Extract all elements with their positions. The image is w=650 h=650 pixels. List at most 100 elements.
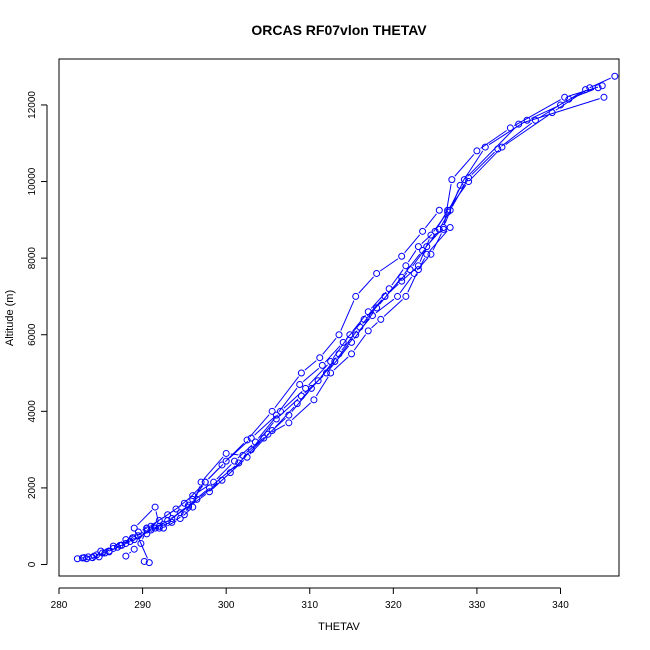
y-axis: 0 2000 4000 6000 8000 10000 12000	[27, 91, 48, 567]
data-point	[444, 206, 452, 214]
x-tick-label: 290	[134, 600, 151, 611]
data-point	[168, 518, 176, 526]
series-line-segment	[420, 258, 426, 266]
series-line-segment	[137, 509, 153, 526]
series-line-segment	[117, 541, 123, 545]
series-line-segment	[391, 269, 404, 286]
data-point	[147, 522, 155, 530]
data-point	[155, 522, 163, 530]
series-line-segment	[404, 268, 416, 279]
data-point	[419, 246, 427, 254]
data-point	[506, 124, 514, 132]
data-point	[586, 84, 594, 92]
data-point	[180, 511, 188, 519]
data-point	[368, 312, 376, 320]
data-point	[180, 499, 188, 507]
series-line-segment	[283, 391, 303, 409]
series-line-segment	[522, 98, 600, 124]
data-point	[498, 143, 506, 151]
series-line-segment	[129, 533, 135, 538]
series-line-segment	[175, 507, 186, 517]
data-point	[414, 262, 422, 270]
data-point	[314, 377, 322, 385]
series-line-segment	[322, 337, 337, 355]
series-line-segment	[121, 542, 127, 546]
data-point	[316, 354, 324, 362]
data-point	[189, 495, 197, 503]
series-line-segment	[200, 482, 219, 498]
data-point	[260, 434, 268, 442]
series-line-segment	[191, 490, 207, 503]
series-line-segment	[106, 549, 110, 552]
series-line-segment	[358, 276, 374, 294]
data-point	[222, 457, 230, 465]
data-point	[88, 554, 96, 562]
data-point	[364, 327, 372, 335]
y-tick-label: 12000	[27, 91, 38, 119]
series-line-segment	[291, 402, 311, 421]
data-point	[109, 542, 117, 550]
data-point	[439, 225, 447, 233]
data-point	[172, 505, 180, 513]
series-line-segment	[514, 99, 561, 127]
data-point	[164, 511, 172, 519]
data-point	[327, 358, 335, 366]
data-point	[143, 524, 151, 532]
series-line-segment	[505, 114, 549, 145]
data-point	[460, 176, 468, 184]
series-line-segment	[175, 516, 181, 521]
data-point	[377, 315, 385, 323]
series-line-segment	[104, 547, 110, 550]
series-line-segment	[203, 456, 224, 480]
series-line-segment	[117, 544, 122, 548]
data-point	[410, 269, 418, 277]
series-line-segment	[102, 553, 106, 556]
data-point	[423, 250, 431, 258]
data-point	[398, 273, 406, 281]
data-point	[310, 396, 318, 404]
data-point	[419, 227, 427, 235]
data-point	[515, 120, 523, 128]
data-point	[109, 544, 117, 552]
series-line-segment	[345, 322, 362, 340]
series-line-segment	[171, 505, 181, 513]
chart-title: ORCAS RF07vlon THETAV	[251, 22, 427, 38]
series-line-segment	[224, 459, 245, 478]
data-point	[385, 285, 393, 293]
series-line-segment	[257, 414, 279, 439]
data-point	[193, 495, 201, 503]
data-point	[159, 524, 167, 532]
series-line-segment	[358, 318, 370, 332]
y-axis-label: Altitude (m)	[4, 290, 16, 346]
data-point	[446, 224, 454, 232]
series-line-segment	[155, 511, 159, 522]
x-axis-label: THETAV	[318, 621, 360, 633]
series-line-segment	[302, 367, 320, 382]
series-line-segment	[333, 356, 349, 371]
series-line-segment	[315, 376, 329, 397]
data-point	[398, 252, 406, 260]
series-line-segment	[254, 417, 274, 436]
series-line-segment	[488, 122, 524, 146]
series-line-segment	[425, 230, 441, 248]
y-tick-label: 10000	[27, 167, 38, 195]
data-point	[394, 292, 402, 300]
data-point	[137, 539, 145, 547]
series-line-segment	[530, 106, 557, 119]
y-tick-label: 8000	[27, 247, 38, 270]
data-point	[243, 436, 251, 444]
series-line-segment	[555, 89, 587, 111]
data-point	[402, 292, 410, 300]
data-point	[444, 208, 452, 216]
series-line-segment	[304, 360, 317, 371]
data-point	[97, 547, 105, 555]
series-line-segment	[387, 283, 399, 294]
series-line-segment	[125, 541, 131, 544]
data-point	[427, 250, 435, 258]
data-point	[348, 350, 356, 358]
series-line-segment	[150, 522, 157, 528]
data-point	[297, 369, 305, 377]
series-line-segment	[194, 485, 204, 497]
series-line-segment	[90, 557, 95, 559]
